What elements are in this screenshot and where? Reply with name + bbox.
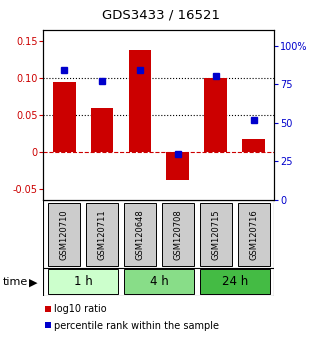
Bar — [53, 82, 75, 152]
Bar — [242, 139, 265, 152]
Bar — [167, 152, 189, 180]
Text: GSM120708: GSM120708 — [173, 209, 182, 260]
Bar — [238, 203, 270, 266]
Text: percentile rank within the sample: percentile rank within the sample — [54, 321, 219, 331]
Bar — [129, 50, 151, 152]
Bar — [48, 269, 118, 294]
Text: GSM120648: GSM120648 — [135, 209, 144, 260]
Bar — [124, 269, 194, 294]
Text: time: time — [3, 278, 29, 287]
Text: 1 h: 1 h — [74, 275, 92, 288]
Bar — [48, 203, 80, 266]
Text: GSM120711: GSM120711 — [98, 209, 107, 260]
Bar — [204, 78, 227, 152]
Text: ▶: ▶ — [30, 278, 38, 287]
Bar — [91, 108, 113, 152]
Text: log10 ratio: log10 ratio — [54, 304, 107, 314]
Bar — [86, 203, 118, 266]
Text: GSM120716: GSM120716 — [249, 209, 258, 260]
Bar — [162, 203, 194, 266]
Bar — [200, 269, 270, 294]
Bar — [124, 203, 156, 266]
Text: GDS3433 / 16521: GDS3433 / 16521 — [101, 9, 220, 22]
Text: GSM120715: GSM120715 — [211, 209, 220, 260]
Bar — [200, 203, 232, 266]
Text: 24 h: 24 h — [221, 275, 248, 288]
Text: 4 h: 4 h — [150, 275, 168, 288]
Text: GSM120710: GSM120710 — [60, 209, 69, 260]
